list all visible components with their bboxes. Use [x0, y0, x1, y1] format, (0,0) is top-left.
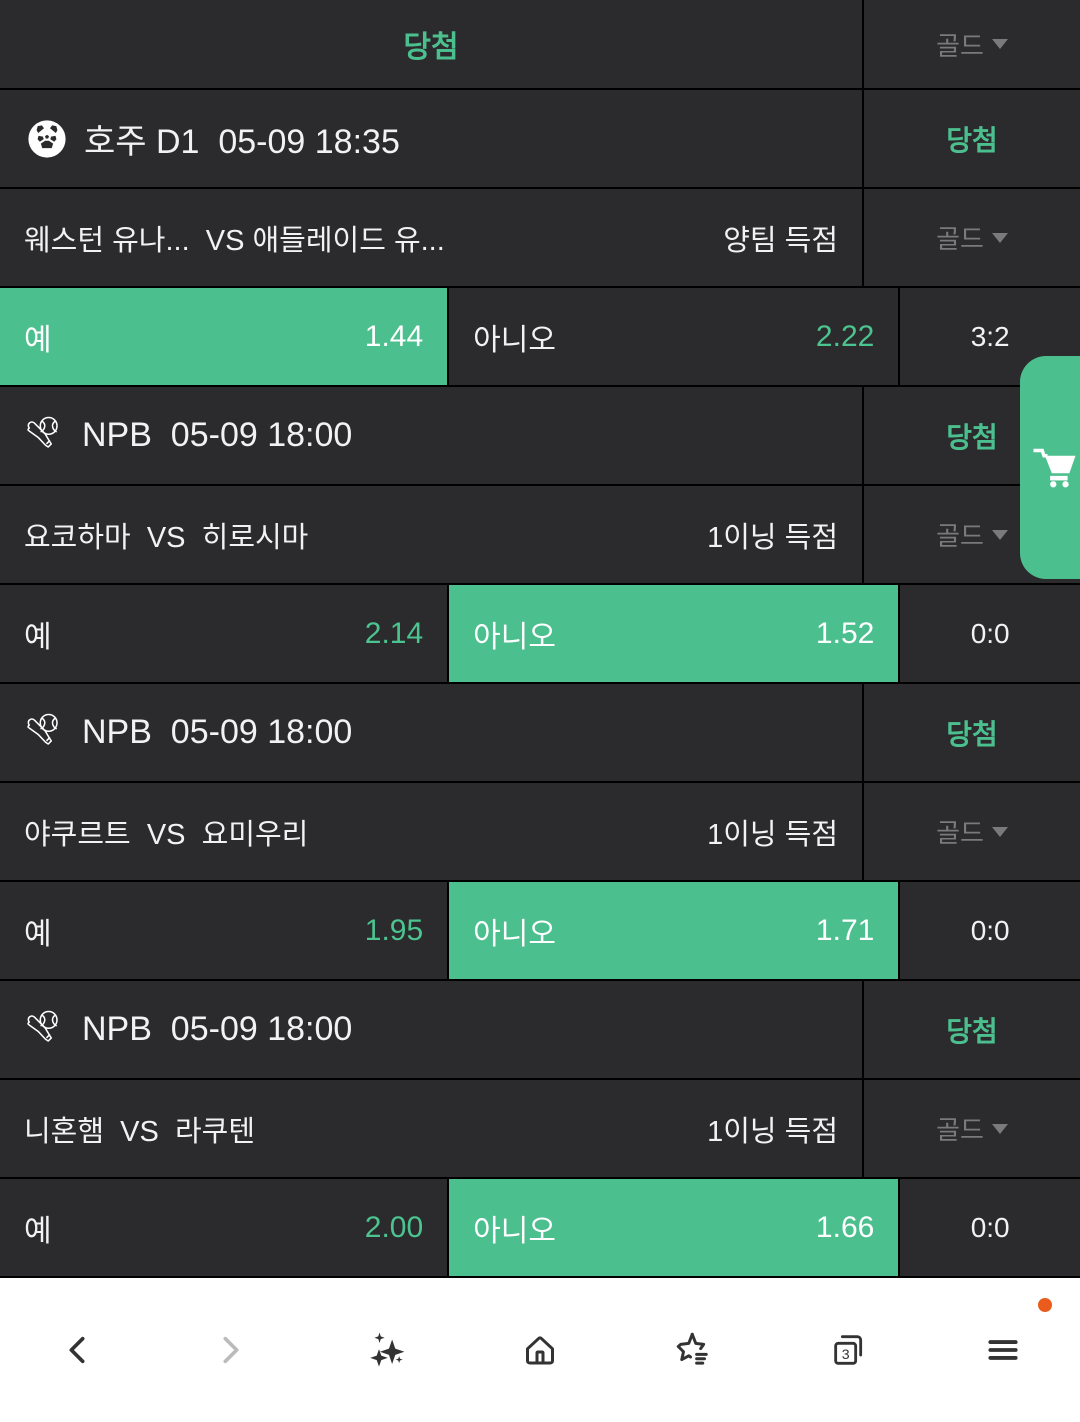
svg-text:3: 3	[841, 1347, 849, 1363]
